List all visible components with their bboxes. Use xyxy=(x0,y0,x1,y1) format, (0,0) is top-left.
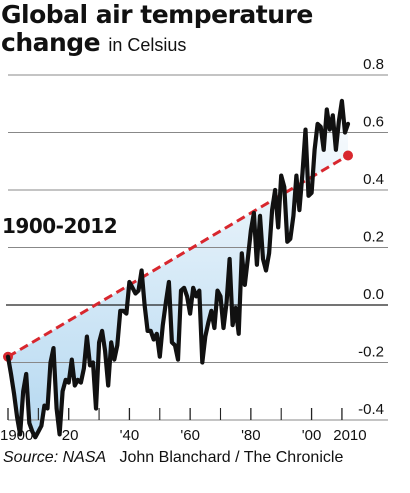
y-tick-label: 0.2 xyxy=(363,229,384,246)
chart-unit-label: in Celsius xyxy=(108,35,187,55)
y-axis-labels: 0.8 0.6 0.4 0.2 0.0 -0.2 -0.4 xyxy=(358,56,384,418)
area-fill-path xyxy=(8,100,348,438)
x-tick-label: '80 xyxy=(241,427,261,444)
y-tick-label: -0.2 xyxy=(358,344,384,361)
credit-label: John Blanchard / The Chronicle xyxy=(119,449,344,466)
y-tick-label: 0.0 xyxy=(363,286,384,303)
source-line: Source: NASA John Blanchard / The Chroni… xyxy=(3,449,343,467)
chart-title-word: change xyxy=(1,28,101,57)
x-axis: 1900 '20 '40 '60 '80 '00 2010 xyxy=(0,408,367,444)
y-tick-label: 0.4 xyxy=(363,171,384,188)
x-tick-label: '00 xyxy=(302,427,322,444)
x-tick-label: '20 xyxy=(59,427,79,444)
y-tick-label: 0.6 xyxy=(363,114,384,131)
y-tick-label: -0.4 xyxy=(358,401,384,418)
chart-title-line1: Global air temperature xyxy=(1,0,313,29)
x-tick-label: '40 xyxy=(120,427,140,444)
trend-end-point xyxy=(343,150,353,161)
temperature-series xyxy=(5,98,351,440)
x-tick-label: 2010 xyxy=(333,427,366,444)
y-tick-label: 0.8 xyxy=(363,56,384,73)
x-tick-label: '60 xyxy=(180,427,200,444)
period-annotation: 1900-2012 xyxy=(2,214,118,238)
x-tick-label: 1900 xyxy=(0,427,33,444)
trend-line xyxy=(7,154,349,359)
chart-title-line2: change in Celsius xyxy=(1,28,186,57)
source-label: Source: NASA xyxy=(3,449,107,466)
area-fill xyxy=(8,100,348,438)
